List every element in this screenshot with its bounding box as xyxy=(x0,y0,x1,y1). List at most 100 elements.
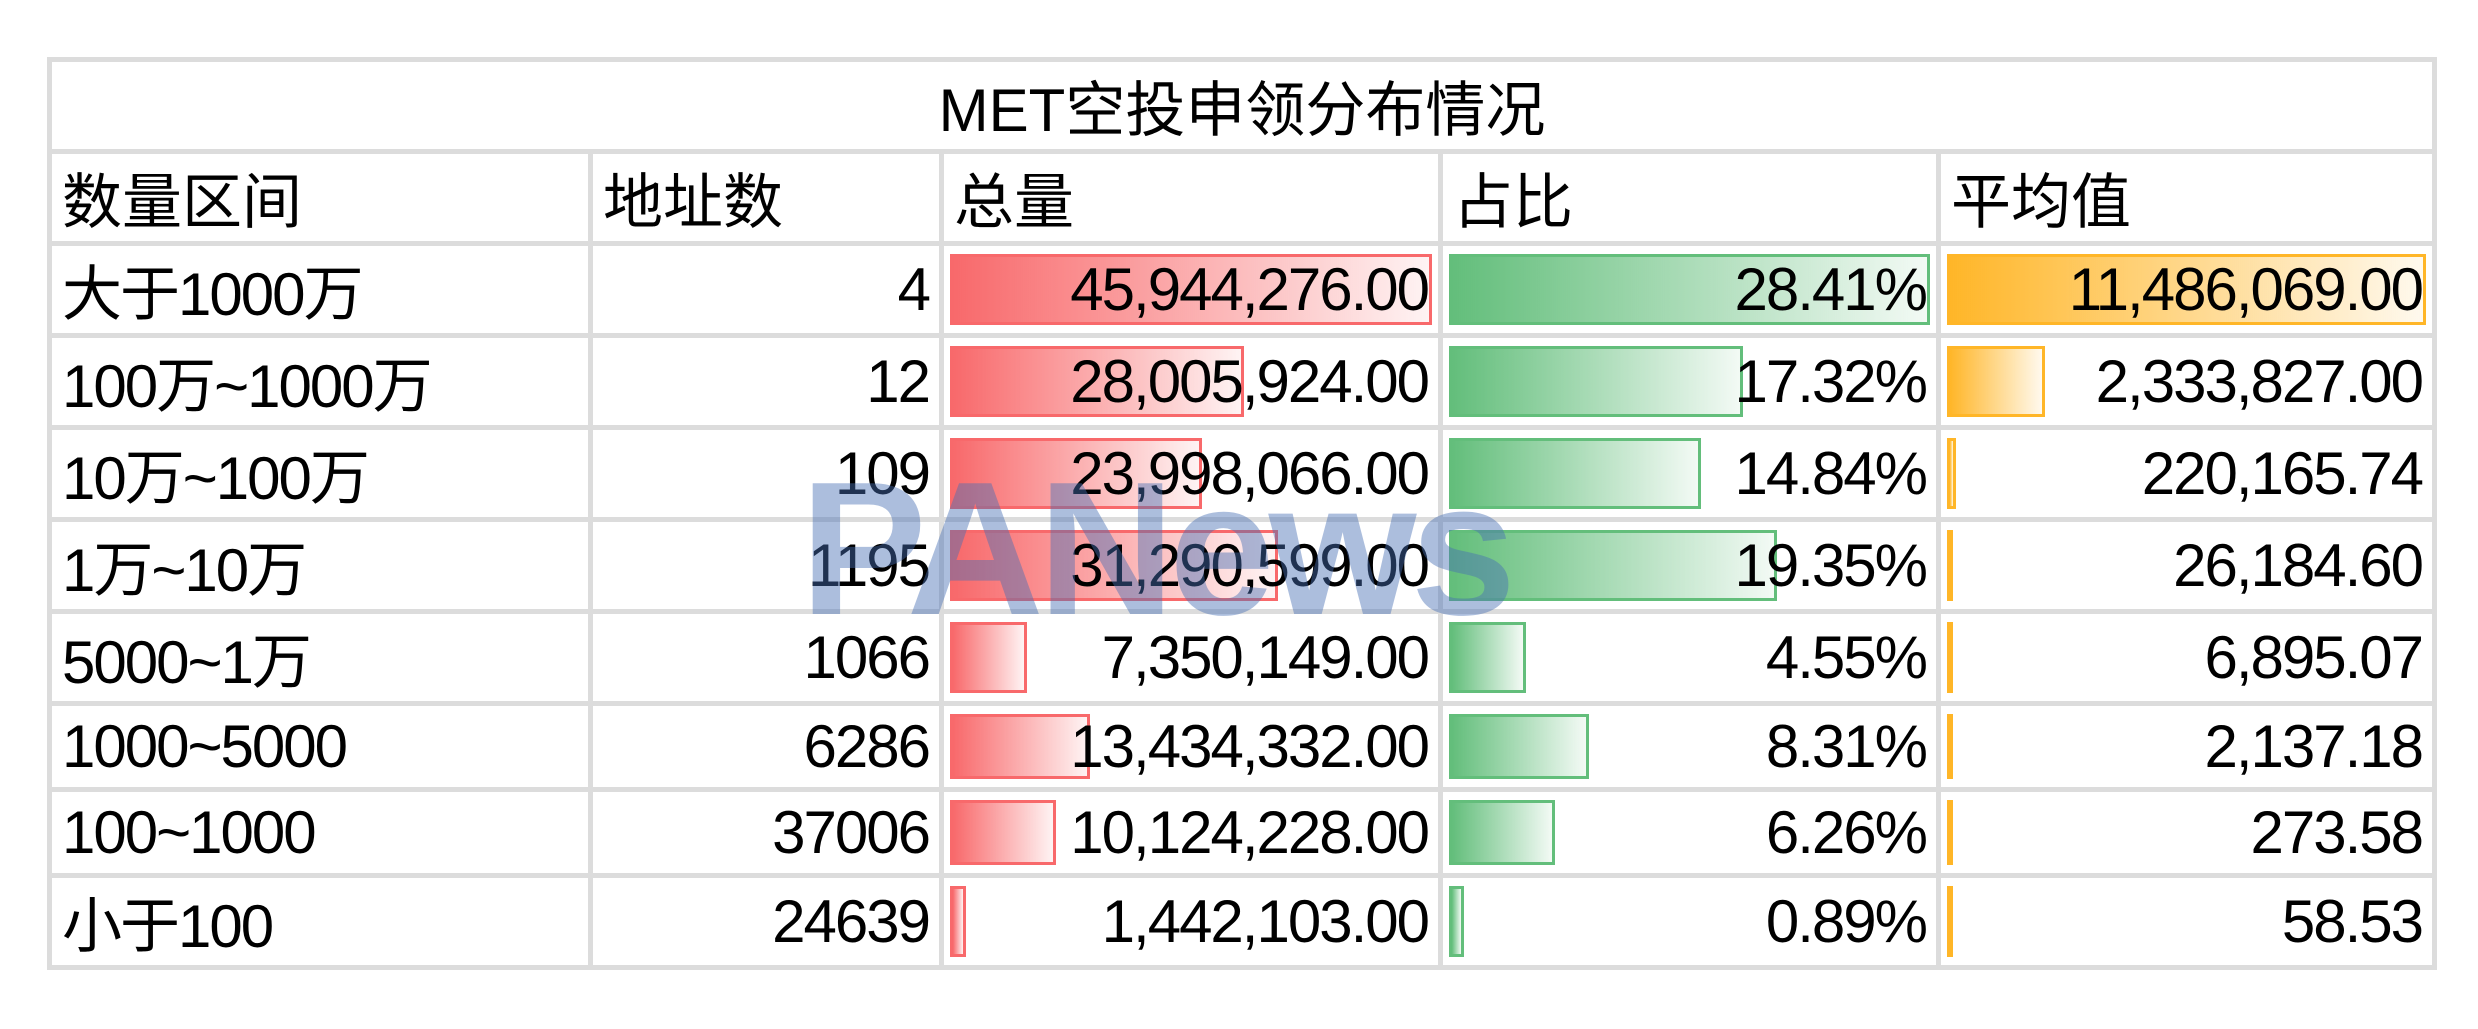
data-bar-total xyxy=(950,346,1245,417)
value-average: 26,184.60 xyxy=(2173,532,2424,599)
table-row: 1万~10万 1195 31,290,599.00 19.35% 26,184.60 xyxy=(47,517,2438,614)
table-row: 10万~100万 109 23,998,066.00 14.84% 220,165.74 xyxy=(47,425,2438,522)
data-bar-share xyxy=(1449,886,1465,957)
data-bar-average xyxy=(1947,254,2427,325)
data-bar-total xyxy=(950,530,1279,601)
cell-share: 4.55% xyxy=(1438,609,1941,706)
data-bar-average xyxy=(1947,438,1957,509)
cell-addresses: 6286 xyxy=(588,701,944,792)
cell-addresses: 24639 xyxy=(588,873,944,970)
data-bar-share xyxy=(1449,530,1777,601)
value-average: 2,333,827.00 xyxy=(2095,348,2424,415)
value-share: 4.55% xyxy=(1765,624,1928,691)
cell-total: 1,442,103.00 xyxy=(939,873,1443,970)
value-range: 大于1000万 xyxy=(62,261,363,328)
cell-average: 6,895.07 xyxy=(1935,609,2438,706)
cell-addresses: 4 xyxy=(588,241,944,338)
value-share: 6.26% xyxy=(1765,799,1928,866)
table-row: 100~1000 37006 10,124,228.00 6.26% 273.58 xyxy=(47,787,2438,878)
value-addresses: 37006 xyxy=(772,799,931,866)
header-share: 占比 xyxy=(1438,149,1941,246)
data-bar-share xyxy=(1449,622,1526,693)
cell-range: 100~1000 xyxy=(47,787,593,878)
value-addresses: 4 xyxy=(897,256,931,323)
value-share: 19.35% xyxy=(1734,532,1928,599)
value-range: 小于100 xyxy=(62,893,274,960)
cell-range: 1万~10万 xyxy=(47,517,593,614)
cell-range: 1000~5000 xyxy=(47,701,593,792)
header-row: 数量区间 地址数 总量 占比 平均值 xyxy=(47,149,2438,246)
header-average: 平均值 xyxy=(1935,149,2438,246)
value-share: 8.31% xyxy=(1765,713,1928,780)
value-addresses: 1195 xyxy=(807,532,931,599)
data-bar-average xyxy=(1947,886,1953,957)
value-total: 1,442,103.00 xyxy=(1101,888,1430,955)
data-bar-average xyxy=(1947,800,1953,865)
data-bar-share xyxy=(1449,346,1743,417)
cell-addresses: 37006 xyxy=(588,787,944,878)
cell-addresses: 1066 xyxy=(588,609,944,706)
value-range: 1000~5000 xyxy=(62,713,348,780)
value-average: 2,137.18 xyxy=(2204,713,2424,780)
cell-addresses: 1195 xyxy=(588,517,944,614)
cell-average: 11,486,069.00 xyxy=(1935,241,2438,338)
cell-total: 13,434,332.00 xyxy=(939,701,1443,792)
cell-average: 220,165.74 xyxy=(1935,425,2438,522)
table-row: 1000~5000 6286 13,434,332.00 8.31% 2,137.18 xyxy=(47,701,2438,792)
table-row: 5000~1万 1066 7,350,149.00 4.55% 6,895.07 xyxy=(47,609,2438,706)
value-share: 17.32% xyxy=(1734,348,1928,415)
value-addresses: 12 xyxy=(866,348,931,415)
cell-average: 58.53 xyxy=(1935,873,2438,970)
cell-average: 2,137.18 xyxy=(1935,701,2438,792)
data-bar-share xyxy=(1449,438,1701,509)
data-bar-total xyxy=(950,622,1028,693)
cell-share: 6.26% xyxy=(1438,787,1941,878)
value-total: 10,124,228.00 xyxy=(1070,799,1430,866)
cell-share: 17.32% xyxy=(1438,333,1941,430)
value-total: 45,944,276.00 xyxy=(1070,256,1430,323)
cell-share: 0.89% xyxy=(1438,873,1941,970)
cell-total: 45,944,276.00 xyxy=(939,241,1443,338)
header-range: 数量区间 xyxy=(47,149,593,246)
table-row: 大于1000万 4 45,944,276.00 28.41% 11,486,069.00 xyxy=(47,241,2438,338)
value-range: 100万~1000万 xyxy=(62,353,433,420)
title-row: MET空投申领分布情况 xyxy=(46,57,2438,154)
value-range: 10万~100万 xyxy=(62,445,370,512)
value-addresses: 6286 xyxy=(803,713,931,780)
value-share: 0.89% xyxy=(1765,888,1928,955)
data-bar-total xyxy=(950,714,1091,779)
value-average: 273.58 xyxy=(2250,799,2425,866)
header-total: 总量 xyxy=(939,149,1443,246)
table-row: 小于100 24639 1,442,103.00 0.89% 58.53 xyxy=(47,873,2438,970)
cell-total: 28,005,924.00 xyxy=(939,333,1443,430)
value-range: 5000~1万 xyxy=(62,629,312,696)
data-bar-share xyxy=(1449,714,1590,779)
cell-average: 273.58 xyxy=(1935,787,2438,878)
table-title: MET空投申领分布情况 xyxy=(46,57,2438,154)
data-bar-average xyxy=(1947,714,1953,779)
value-addresses: 109 xyxy=(834,440,931,507)
cell-range: 大于1000万 xyxy=(47,241,593,338)
data-bar-total xyxy=(950,254,1432,325)
cell-range: 5000~1万 xyxy=(47,609,593,706)
value-total: 7,350,149.00 xyxy=(1101,624,1430,691)
data-bar-average xyxy=(1947,622,1953,693)
value-range: 100~1000 xyxy=(62,799,317,866)
data-bar-average xyxy=(1947,530,1953,601)
cell-addresses: 12 xyxy=(588,333,944,430)
cell-range: 小于100 xyxy=(47,873,593,970)
value-addresses: 1066 xyxy=(803,624,931,691)
distribution-table: MET空投申领分布情况 数量区间 地址数 总量 占比 平均值 大于1000万 4 4… xyxy=(46,57,2438,970)
value-total: 23,998,066.00 xyxy=(1070,440,1430,507)
data-bar-share xyxy=(1449,800,1555,865)
cell-total: 31,290,599.00 xyxy=(939,517,1443,614)
data-bar-total xyxy=(950,886,966,957)
cell-share: 14.84% xyxy=(1438,425,1941,522)
value-share: 14.84% xyxy=(1734,440,1928,507)
table-row: 100万~1000万 12 28,005,924.00 17.32% 2,333,827… xyxy=(47,333,2438,430)
cell-range: 10万~100万 xyxy=(47,425,593,522)
cell-range: 100万~1000万 xyxy=(47,333,593,430)
cell-share: 19.35% xyxy=(1438,517,1941,614)
value-average: 11,486,069.00 xyxy=(2068,256,2424,323)
value-average: 58.53 xyxy=(2281,888,2424,955)
